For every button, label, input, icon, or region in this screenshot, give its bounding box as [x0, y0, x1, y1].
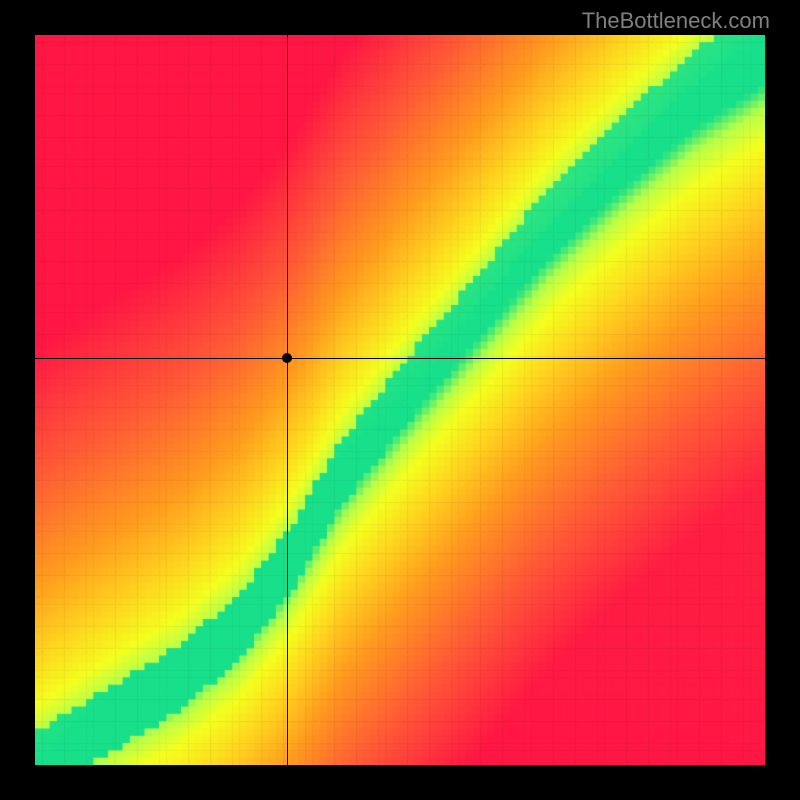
heatmap-plot [35, 35, 765, 765]
marker-point [282, 353, 292, 363]
crosshair-vertical [287, 35, 288, 765]
heatmap-canvas [35, 35, 765, 765]
crosshair-horizontal [35, 358, 765, 359]
watermark-text: TheBottleneck.com [582, 8, 770, 34]
